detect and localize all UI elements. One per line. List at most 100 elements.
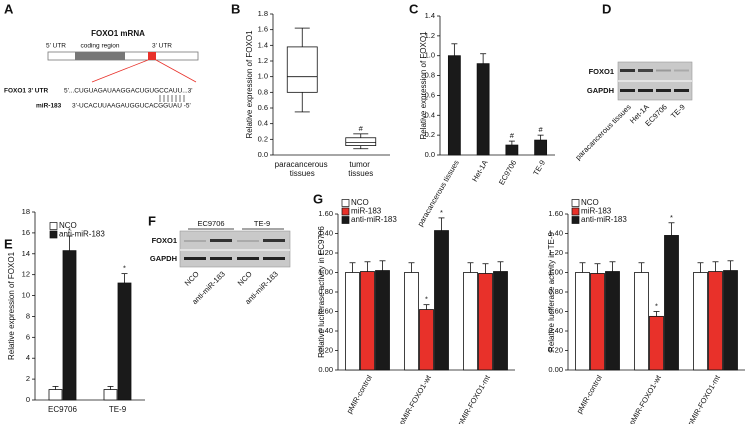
- y-tick-label: 12: [22, 270, 30, 279]
- bar: [48, 389, 63, 401]
- x-tick-label: TE-9: [531, 158, 547, 177]
- y-tick-label: 0.2: [258, 134, 268, 143]
- y-tick-label: 18: [22, 207, 30, 216]
- zoom-line: [91, 59, 149, 83]
- significance: #: [359, 124, 364, 133]
- bar: [419, 309, 434, 371]
- utr5-label: 5' UTR: [46, 43, 66, 50]
- utr3-label: 3' UTR: [152, 43, 172, 50]
- panel-label: F: [148, 213, 156, 228]
- y-tick-label: 0.8: [258, 87, 268, 96]
- blot-row-label: GAPDH: [150, 254, 177, 263]
- y-tick-label: 10: [22, 291, 30, 300]
- significance: *: [670, 213, 673, 222]
- x-tick-label: paracancerous tissues: [416, 158, 461, 228]
- coding-label: coding region: [80, 43, 119, 50]
- pairing-lines: [159, 95, 185, 102]
- blot-band: [620, 89, 635, 92]
- y-tick-label: 14: [22, 249, 30, 258]
- bar: [493, 271, 508, 371]
- x-tick-label: tumor tissues: [348, 160, 373, 178]
- blot-band: [184, 240, 206, 242]
- box: [345, 137, 377, 146]
- y-tick-label: 1.60: [548, 209, 563, 218]
- legend-label: anti-miR-183: [581, 215, 627, 224]
- y-tick-label: 1.2: [258, 56, 268, 65]
- y-tick-label: 1.20: [318, 248, 333, 257]
- box: [286, 46, 318, 93]
- y-tick-label: 1.8: [258, 9, 268, 18]
- significance: *: [425, 295, 428, 304]
- x-tick-label: Het-1A: [470, 158, 489, 183]
- y-axis-label: Relative expression of FOXO1: [419, 31, 428, 140]
- legend-swatch: [341, 207, 350, 216]
- target-seq: 5'...CUGUAGAUAAGGACUGUGCCAUU...3': [64, 88, 193, 95]
- x-tick-label: TE-9: [109, 405, 127, 414]
- bar: [505, 144, 519, 156]
- legend-label: anti-miR-183: [59, 230, 105, 239]
- blot-band: [263, 257, 285, 260]
- bar: [723, 270, 738, 371]
- legend-swatch: [341, 216, 350, 224]
- y-tick-label: 0.8: [425, 71, 435, 80]
- y-tick-label: 1.4: [258, 40, 268, 49]
- x-tick-label: pMIR-FOXO1-mt: [686, 373, 723, 424]
- y-tick-label: 0.0: [425, 150, 435, 159]
- bar: [693, 272, 708, 371]
- y-tick-label: 0.80: [318, 287, 333, 296]
- legend-swatch: [571, 216, 580, 224]
- legend-swatch: [571, 199, 580, 207]
- y-tick-label: 6: [26, 332, 30, 341]
- significance: #: [539, 125, 544, 134]
- x-tick-label: paracancerous tissues: [275, 160, 330, 178]
- blot-lane-label: paracancerous tissues: [573, 102, 633, 162]
- x-tick-label: pMIR-control: [345, 373, 374, 415]
- significance: *: [123, 264, 126, 273]
- legend-label: miR-183: [581, 207, 612, 216]
- legend-swatch: [49, 230, 58, 239]
- panel-label: B: [231, 1, 240, 16]
- y-tick-label: 1.20: [548, 248, 563, 257]
- y-tick-label: 1.6: [258, 25, 268, 34]
- y-tick-label: 0: [26, 395, 30, 404]
- blot-band: [656, 89, 671, 92]
- significance: *: [68, 226, 71, 235]
- panel-label: C: [409, 1, 419, 16]
- blot-lane-label: NCO: [236, 269, 254, 287]
- y-tick-label: 1.2: [425, 31, 435, 40]
- blot-band: [210, 239, 232, 242]
- blot-band: [210, 257, 232, 260]
- y-tick-label: 0.0: [258, 150, 268, 159]
- bar: [404, 272, 419, 371]
- diagram-a: FOXO1 mRNA 5' UTR coding region 3' UTR F…: [4, 29, 199, 110]
- blot-band: [674, 89, 689, 92]
- zoom-line: [155, 59, 197, 83]
- y-axis-label: Relative luciferase activity in EC9706: [317, 226, 326, 358]
- blot-d: FOXO1 GAPDH paracancerous tissues Het-1A…: [573, 61, 693, 162]
- x-tick-label: pMIR-FOXO1-mt: [456, 373, 493, 424]
- bar: [375, 270, 390, 371]
- bar: [708, 271, 723, 371]
- blot-band: [638, 69, 653, 72]
- x-tick-label: pMIR-control: [575, 373, 604, 415]
- target-site: [148, 52, 156, 60]
- y-tick-label: 1.40: [318, 228, 333, 237]
- bar: [103, 389, 118, 401]
- significance: *: [440, 208, 443, 217]
- y-tick-label: 0.6: [258, 103, 268, 112]
- blot-row-label: GAPDH: [587, 86, 614, 95]
- y-tick-label: 0.20: [548, 345, 563, 354]
- legend-label: NCO: [351, 198, 369, 207]
- y-tick-label: 0.40: [548, 326, 563, 335]
- mirna-label: miR-183: [36, 103, 62, 110]
- legend-label: anti-miR-183: [351, 215, 397, 224]
- legend-label: miR-183: [351, 207, 382, 216]
- y-tick-label: 1.0: [425, 51, 435, 60]
- blot-band: [184, 257, 206, 260]
- diagram-title: FOXO1 mRNA: [91, 29, 145, 38]
- blot-group-label: EC9706: [197, 219, 224, 228]
- bar: [575, 272, 590, 371]
- legend-swatch: [341, 199, 350, 207]
- bar: [634, 272, 649, 371]
- bar: [649, 315, 664, 371]
